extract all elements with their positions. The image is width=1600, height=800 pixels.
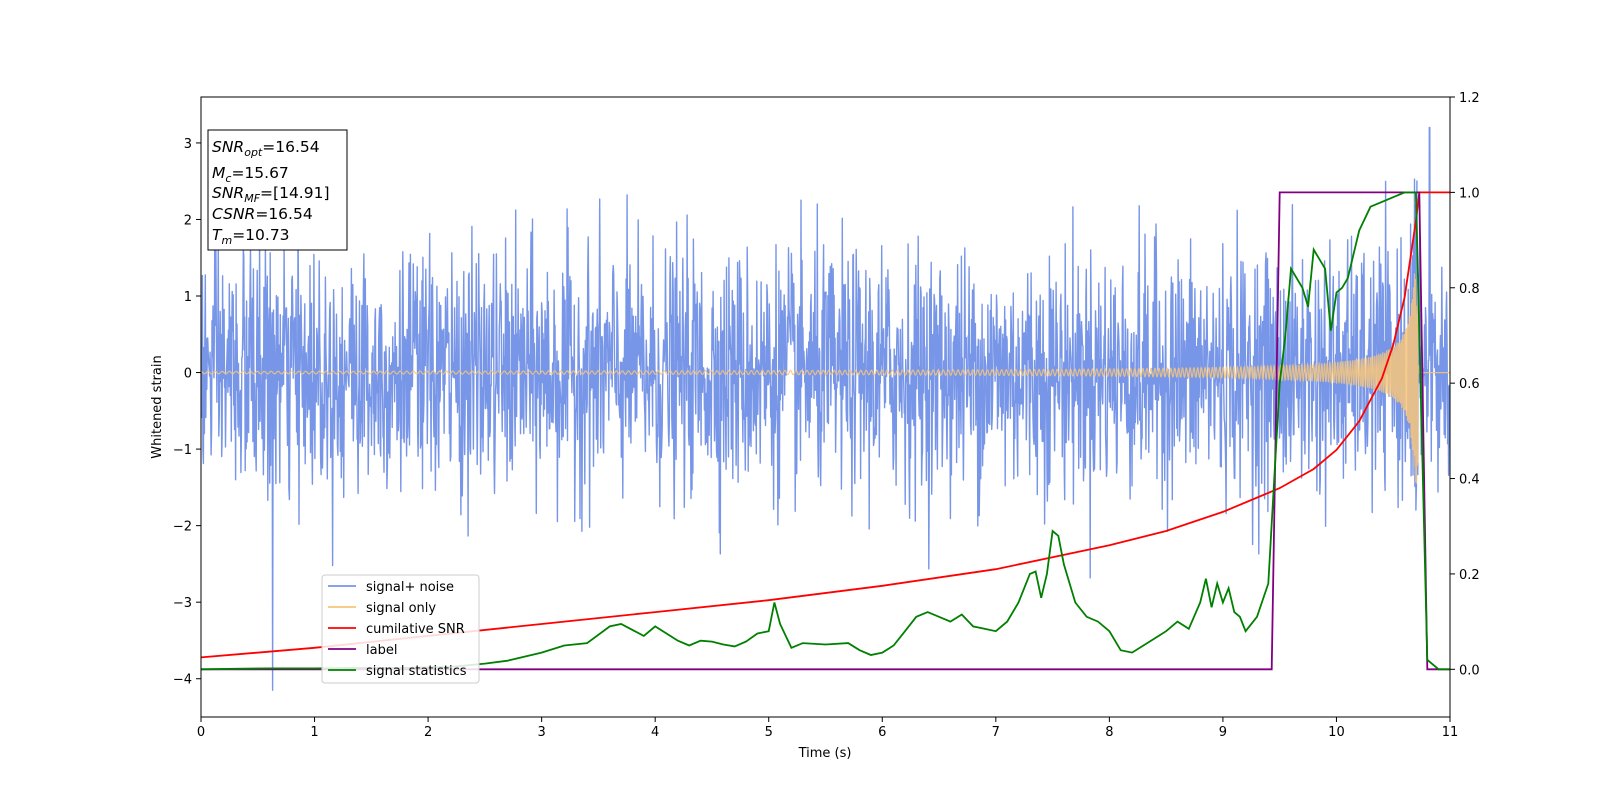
info-box-frame	[207, 129, 348, 251]
y-tick-label: 1	[184, 290, 192, 305]
y2-tick-label: 0.0	[1459, 663, 1480, 678]
info-snr-mf: SNRMF=[14.91]	[212, 184, 330, 205]
info-mc: Mc=15.67	[212, 164, 289, 185]
x-axis: 0 1 2 3 4 5 6 7 8 9 10 11	[197, 717, 1458, 740]
info-tm: Tm=10.73	[212, 226, 290, 247]
y-tick-label: −4	[173, 673, 192, 688]
info-csnr-value: =16.54	[255, 205, 312, 223]
x-tick-label: 6	[878, 725, 886, 740]
x-tick-label: 7	[992, 725, 1000, 740]
y2-tick-label: 0.4	[1459, 473, 1480, 488]
info-snr-opt-value: =16.54	[262, 138, 319, 156]
info-snr-opt: SNRopt=16.54	[212, 138, 320, 159]
y2-tick-label: 1.0	[1459, 186, 1480, 201]
y-tick-label: −2	[173, 520, 192, 535]
x-axis-label: Time (s)	[798, 746, 852, 761]
info-snr-opt-symbol: SNR	[212, 138, 244, 156]
info-snr-mf-subscript: MF	[244, 192, 260, 205]
y2-tick-label: 0.6	[1459, 377, 1480, 392]
x-tick-label: 11	[1442, 725, 1459, 740]
series-signal-statistics-line	[201, 191, 1450, 671]
x-tick-label: 4	[651, 725, 659, 740]
info-csnr-symbol: CSNR	[212, 205, 255, 223]
info-tm-symbol: T	[212, 226, 223, 244]
y2-tick-label: 0.2	[1459, 568, 1480, 583]
x-tick-label: 3	[537, 725, 545, 740]
y-tick-label: −1	[173, 443, 192, 458]
info-snr-mf-symbol: SNR	[212, 184, 244, 202]
y2-tick-label: 0.8	[1459, 282, 1480, 297]
x-tick-label: 8	[1105, 725, 1113, 740]
info-snr-opt-subscript: opt	[244, 146, 263, 159]
series-signal-noise-line	[201, 126, 1450, 691]
legend: signal+ noise signal only cumilative SNR…	[321, 574, 480, 684]
info-mc-subscript: c	[225, 172, 231, 185]
y-axis-left: 3 2 1 0 −1 −2 −3 −4	[173, 137, 201, 688]
y-tick-label: 0	[184, 367, 192, 382]
plot-frame	[200, 96, 1451, 718]
y-axis-label: Whitened strain	[150, 355, 165, 458]
legend-label-signal-statistics: signal statistics	[366, 664, 467, 679]
x-tick-label: 2	[424, 725, 432, 740]
info-csnr: CSNR=16.54	[212, 205, 313, 223]
y2-tick-label: 1.2	[1459, 91, 1480, 106]
x-tick-label: 1	[310, 725, 318, 740]
info-box: SNRopt=16.54 Mc=15.67 SNRMF=[14.91] CSNR…	[207, 129, 348, 251]
legend-label-cumulative-snr: cumilative SNR	[366, 622, 465, 637]
info-mc-symbol: M	[212, 164, 225, 182]
y-tick-label: 2	[184, 213, 192, 228]
y-tick-label: 3	[184, 137, 192, 152]
info-tm-value: =10.73	[232, 226, 289, 244]
info-snr-mf-value: =[14.91]	[260, 184, 329, 202]
series-label-line	[201, 191, 1450, 671]
info-mc-value: =15.67	[231, 164, 288, 182]
legend-label-signal-noise: signal+ noise	[366, 580, 454, 595]
series-signal-only-line	[201, 261, 1450, 484]
x-tick-label: 9	[1219, 725, 1227, 740]
y-axis-right: 1.2 1.0 0.8 0.6 0.4 0.2 0.0	[1450, 91, 1480, 678]
plot-area	[201, 126, 1450, 691]
x-tick-label: 0	[197, 725, 205, 740]
legend-label-signal-only: signal only	[366, 601, 436, 616]
series-cumulative-snr-line	[201, 191, 1450, 659]
y-tick-label: −3	[173, 596, 192, 611]
legend-frame	[321, 574, 480, 684]
info-tm-subscript: m	[221, 234, 232, 247]
x-tick-label: 5	[765, 725, 773, 740]
legend-label-label: label	[366, 643, 397, 658]
x-tick-label: 10	[1328, 725, 1345, 740]
